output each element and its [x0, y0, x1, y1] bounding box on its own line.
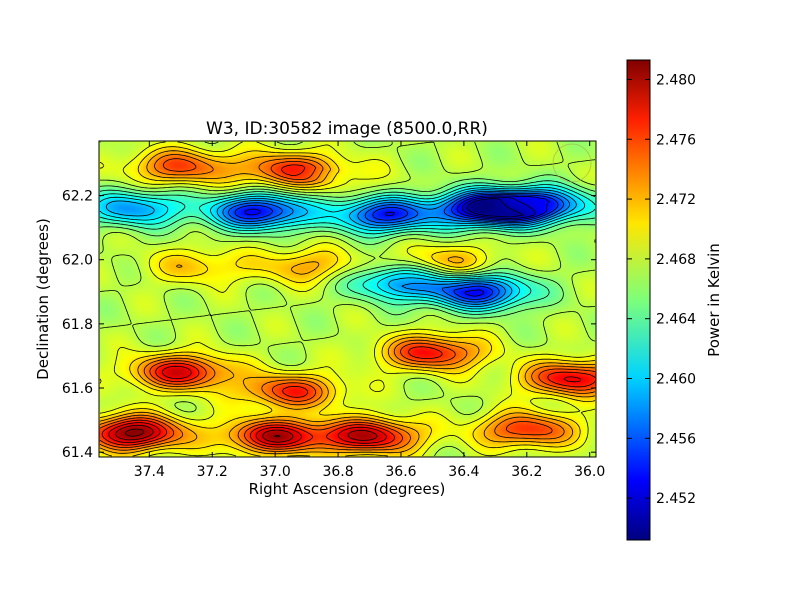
colorbar-label: Power in Kelvin	[705, 243, 723, 357]
colorbar-tick-label: 2.468	[656, 252, 696, 268]
contour-line	[125, 428, 281, 438]
colorbar-tick-label: 2.452	[656, 491, 696, 507]
contour-line	[99, 187, 586, 310]
x-tick-label: 36.0	[574, 464, 605, 480]
y-tick-label: 62.0	[62, 253, 93, 269]
chart-title: W3, ID:30582 image (8500.0,RR)	[206, 119, 488, 139]
x-tick-label: 37.4	[134, 464, 165, 480]
contour-line	[99, 150, 596, 455]
colorbar-tick-label: 2.456	[656, 431, 696, 447]
contour-line	[99, 174, 596, 319]
contour-line	[99, 141, 596, 457]
x-tick-label: 37.2	[197, 464, 228, 480]
x-axis-label: Right Ascension (degrees)	[249, 480, 446, 498]
contour-line	[108, 365, 582, 446]
x-tick-label: 36.4	[448, 464, 479, 480]
x-tick-label: 36.6	[385, 464, 416, 480]
contour-line	[99, 146, 596, 457]
contour-line	[228, 192, 564, 303]
x-tick-label: 36.2	[511, 464, 542, 480]
colorbar-gradient	[627, 60, 650, 540]
colorbar-tick-label: 2.476	[656, 132, 696, 148]
plot-frame	[98, 140, 597, 458]
x-tick-label: 37.0	[260, 464, 291, 480]
colorbar-tick-label: 2.472	[656, 192, 696, 208]
contour-line	[99, 180, 596, 315]
colorbar-ticks: 2.452 2.456 2.460 2.464 2.468 2.472 2.476 2.480	[627, 72, 696, 507]
colorbar-tick-label: 2.480	[656, 72, 696, 88]
beam-circle	[552, 143, 592, 183]
contour-line	[99, 154, 596, 452]
y-axis-label: Declination (degrees)	[34, 218, 52, 380]
contour-line	[234, 194, 559, 300]
y-axis: 61.4 61.6 61.8 62.0 62.2	[62, 189, 596, 461]
x-axis: 37.4 37.2 37.0 36.8 36.6 36.4 36.2 36.0	[134, 141, 605, 480]
colorbar-tick-label: 2.460	[656, 372, 696, 388]
y-tick-label: 62.2	[62, 189, 93, 205]
contour-layer	[99, 141, 596, 457]
x-tick-label: 36.8	[322, 464, 353, 480]
contour-line	[105, 189, 577, 307]
contour-line	[115, 424, 378, 443]
colorbar-tick-label: 2.464	[656, 312, 696, 328]
contour-line	[244, 195, 550, 297]
contour-line	[462, 196, 537, 219]
contour-line	[222, 191, 570, 305]
contour-line	[467, 198, 524, 218]
contour-line	[101, 164, 596, 448]
y-tick-label: 61.8	[62, 317, 93, 333]
contour-line	[99, 141, 596, 457]
contour-line	[99, 184, 596, 312]
y-tick-label: 61.6	[62, 381, 93, 397]
heatmap-plot-area	[98, 140, 597, 458]
colorbar-frame	[626, 59, 651, 541]
colorbar: 2.452 2.456 2.460 2.464 2.468 2.472 2.476 2.480…	[626, 59, 723, 541]
y-tick-label: 61.4	[62, 445, 93, 461]
contour-line	[99, 158, 596, 450]
